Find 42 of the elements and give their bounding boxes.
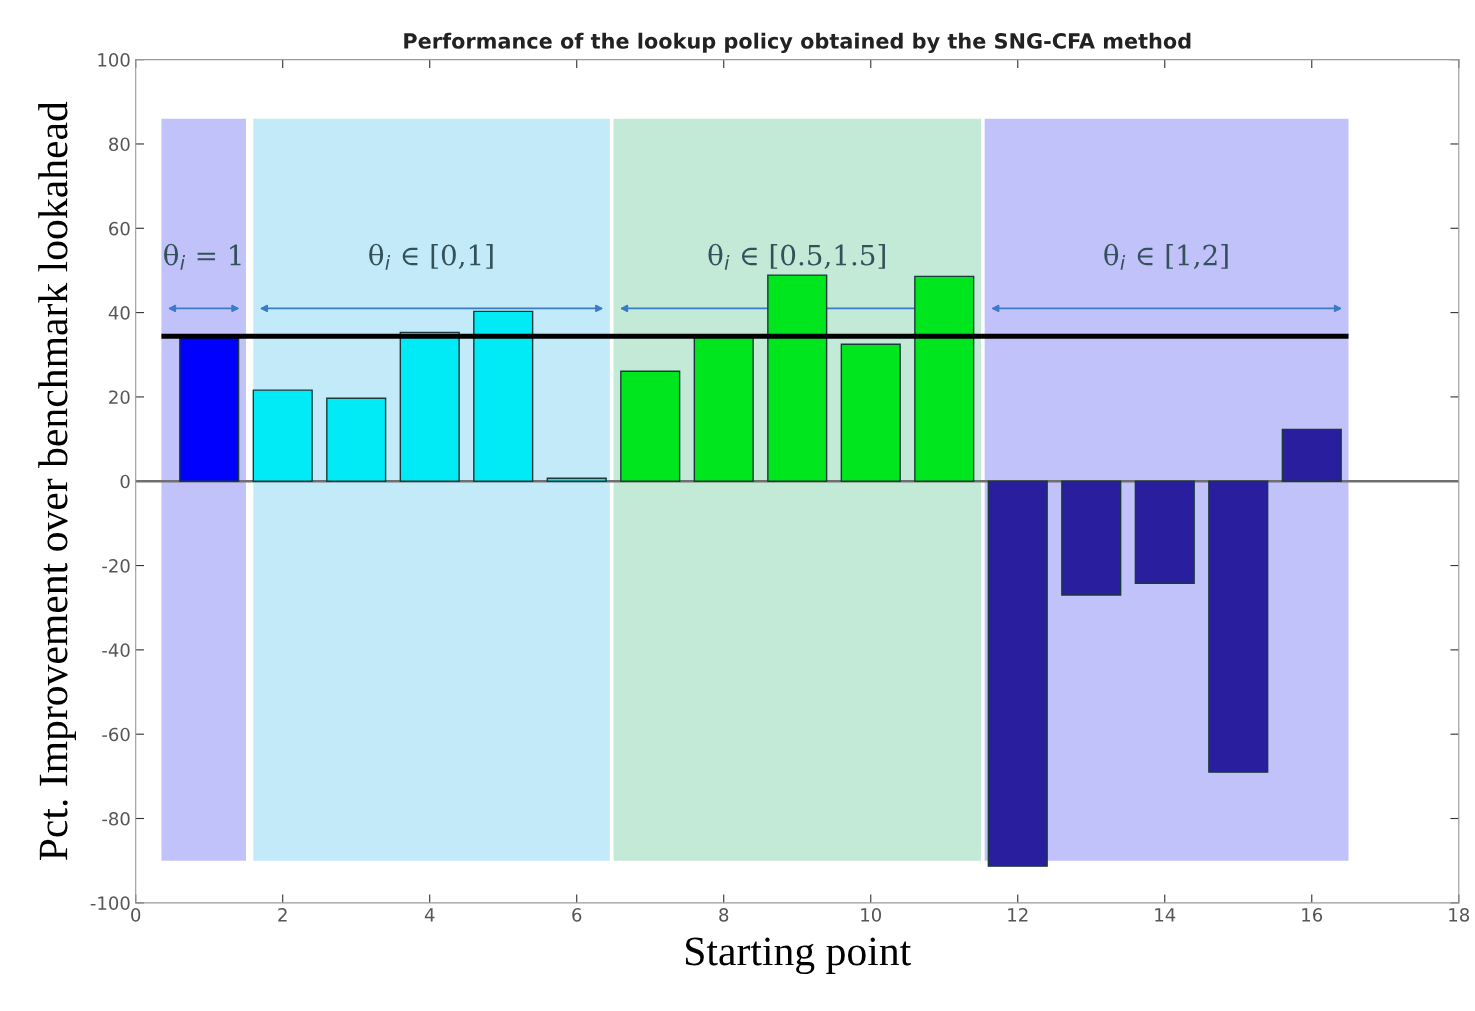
bar <box>399 331 460 482</box>
x-tick-label: 16 <box>1302 908 1323 922</box>
x-tick-label: 14 <box>1155 908 1176 922</box>
bar <box>1208 480 1269 773</box>
y-tick-label: -80 <box>102 811 130 826</box>
bar <box>1061 480 1122 596</box>
bar <box>1281 428 1342 482</box>
y-tick-label: -40 <box>102 643 130 657</box>
y-tick-label: -60 <box>102 727 130 742</box>
x-tick-label: 10 <box>861 908 882 922</box>
x-tick-label: 6 <box>572 908 582 922</box>
bar <box>620 370 681 482</box>
bar <box>546 477 607 482</box>
y-tick-label: 40 <box>108 306 130 320</box>
bar <box>473 310 534 482</box>
x-tick-label: 18 <box>1449 908 1470 922</box>
bar <box>914 275 975 482</box>
y-tick-label: 0 <box>120 474 130 489</box>
bar <box>252 389 313 482</box>
y-tick-label: -100 <box>90 896 130 910</box>
bar <box>840 343 901 482</box>
x-tick-label: 0 <box>131 908 141 922</box>
y-tick-label: 100 <box>98 53 130 67</box>
band-label: θ$_{i}$ ∈ [0,1] <box>369 243 493 270</box>
x-tick-label: 12 <box>1008 908 1028 922</box>
bar <box>987 480 1048 867</box>
band-label: θ$_{i}$ ∈ [1,2] <box>1104 243 1228 270</box>
x-axis-title: Starting point <box>686 937 911 975</box>
x-tick-label: 2 <box>278 908 287 922</box>
bar <box>1134 480 1195 584</box>
y-axis-title: Pct. Improvement over benchmark lookahead <box>38 101 76 861</box>
y-tick-label: 20 <box>109 390 130 405</box>
bar <box>326 397 387 482</box>
x-tick-label: 4 <box>424 908 435 922</box>
y-tick-label: 80 <box>109 137 130 152</box>
y-tick-label: 60 <box>109 221 130 236</box>
chart-title: Performance of the lookup policy obtained by the SNG-CFA method <box>404 32 1191 54</box>
band-label: θ$_{i}$ ∈ [0.5,1.5] <box>708 243 885 270</box>
y-tick-label: -20 <box>102 559 130 573</box>
band-label: θ$_{i}$ = 1 <box>164 243 241 270</box>
x-tick-label: 8 <box>719 908 729 922</box>
bar <box>767 274 828 482</box>
